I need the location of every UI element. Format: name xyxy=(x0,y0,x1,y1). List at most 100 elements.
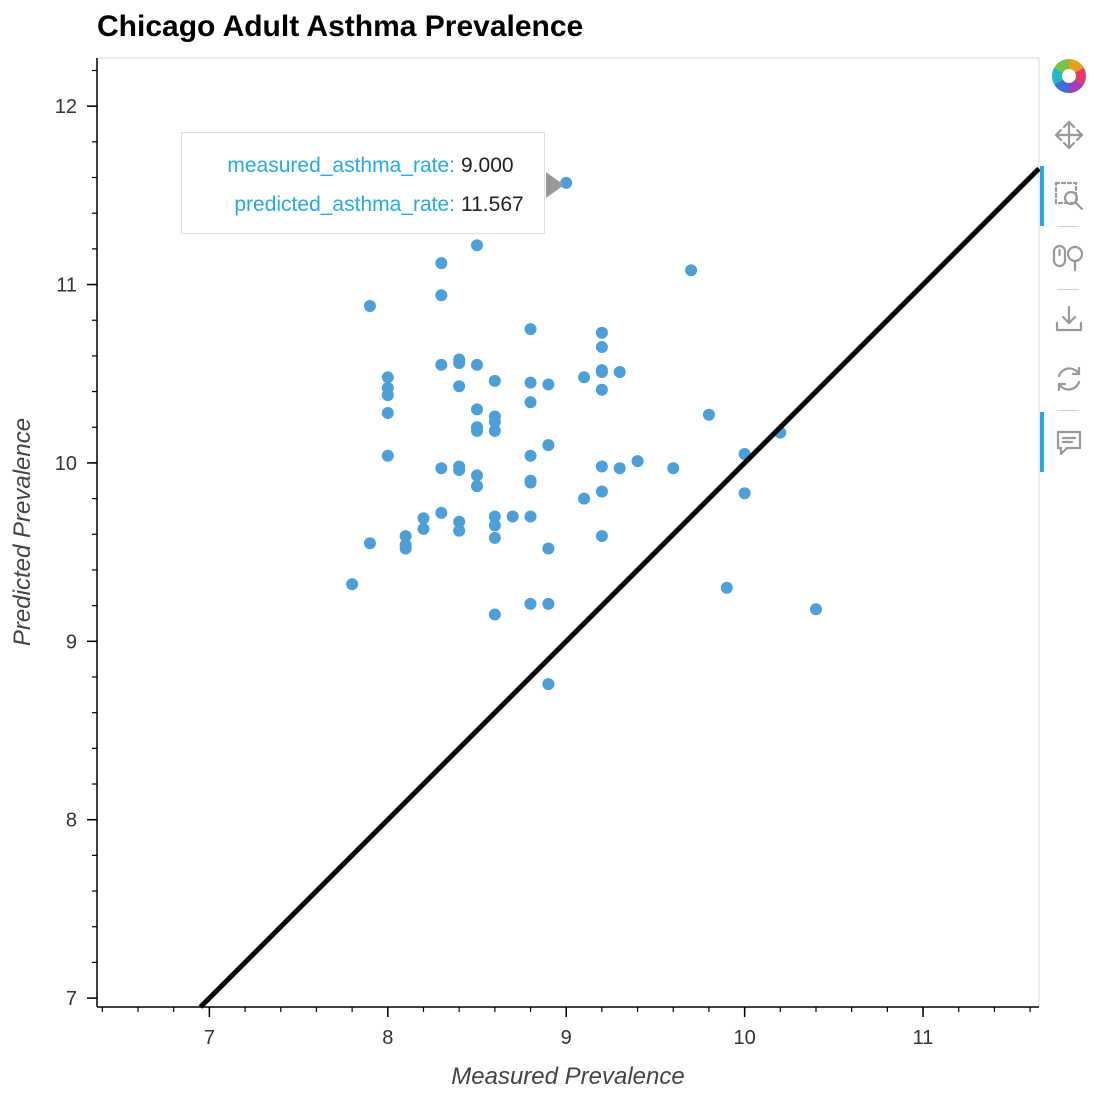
data-point xyxy=(346,578,359,591)
data-point xyxy=(524,476,537,489)
data-point xyxy=(471,424,484,437)
tooltip-value: 9.000 xyxy=(461,154,514,177)
data-point xyxy=(685,264,698,277)
data-point xyxy=(488,374,501,387)
data-point xyxy=(488,531,501,544)
tooltip-key: predicted_asthma_rate: xyxy=(234,193,455,216)
data-point xyxy=(542,597,555,610)
data-point xyxy=(381,449,394,462)
data-point xyxy=(381,371,394,384)
y-tick-label: 8 xyxy=(66,810,77,832)
x-tick-label: 7 xyxy=(204,1027,215,1049)
data-point xyxy=(524,510,537,523)
data-point xyxy=(435,462,448,475)
tooltip-value: 11.567 xyxy=(461,193,524,216)
data-point xyxy=(435,289,448,302)
y-tick-label: 10 xyxy=(55,453,77,475)
data-point xyxy=(453,524,466,537)
data-point xyxy=(488,608,501,621)
data-point xyxy=(453,357,466,370)
x-tick-label: 9 xyxy=(561,1027,572,1049)
data-point xyxy=(506,510,519,523)
data-point xyxy=(595,530,608,543)
data-point xyxy=(631,455,644,468)
data-point xyxy=(613,365,626,378)
data-point xyxy=(435,358,448,371)
data-point xyxy=(488,519,501,532)
data-point xyxy=(809,603,822,616)
x-tick-label: 11 xyxy=(913,1027,934,1049)
x-tick-label: 8 xyxy=(382,1027,393,1049)
data-point xyxy=(399,542,412,555)
data-point xyxy=(738,487,751,500)
data-point xyxy=(488,424,501,437)
y-tick-label: 9 xyxy=(66,631,77,653)
data-point xyxy=(453,464,466,477)
y-tick-label: 12 xyxy=(55,96,77,118)
data-point xyxy=(542,439,555,452)
reference-line xyxy=(198,166,1040,1009)
data-point xyxy=(453,515,466,528)
data-point xyxy=(720,581,733,594)
data-point xyxy=(471,403,484,416)
data-point xyxy=(578,492,591,505)
data-point xyxy=(702,408,715,421)
tooltip-key: measured_asthma_rate: xyxy=(227,154,455,177)
scatter-plot[interactable]: 7 8 9 10 11 7 8 9 10 11 12 Measured Prevalence Pre… xyxy=(0,0,1040,1098)
reset-icon[interactable] xyxy=(1048,358,1090,400)
axes: 7 8 9 10 11 7 8 9 10 11 12 xyxy=(55,58,1039,1049)
data-point xyxy=(524,376,537,389)
data-point xyxy=(524,396,537,409)
bokeh-logo-icon[interactable] xyxy=(1048,55,1090,97)
data-point xyxy=(595,340,608,353)
tooltip-arrow xyxy=(546,172,564,198)
toolbar-separator xyxy=(1057,289,1079,290)
y-axis-label: Predicted Prevalence xyxy=(9,418,36,646)
data-point xyxy=(595,383,608,396)
data-point xyxy=(595,460,608,473)
data-point xyxy=(524,597,537,610)
pan-icon[interactable] xyxy=(1048,114,1090,156)
save-icon[interactable] xyxy=(1048,298,1090,340)
x-axis-label: Measured Prevalence xyxy=(451,1063,684,1090)
hover-active-indicator xyxy=(1040,412,1044,472)
data-point xyxy=(435,506,448,519)
data-point xyxy=(488,510,501,523)
data-point xyxy=(524,323,537,336)
data-point xyxy=(471,239,484,252)
data-point xyxy=(471,358,484,371)
data-point xyxy=(488,415,501,428)
data-point xyxy=(381,406,394,419)
data-point xyxy=(542,378,555,391)
toolbar-separator xyxy=(1057,226,1079,227)
data-point xyxy=(399,530,412,543)
data-point xyxy=(524,449,537,462)
y-tick-label: 7 xyxy=(66,988,77,1010)
hover-icon[interactable] xyxy=(1048,422,1090,464)
chart-title: Chicago Adult Asthma Prevalence xyxy=(97,10,584,43)
plot-toolbar xyxy=(1040,52,1094,492)
data-point xyxy=(542,542,555,555)
data-point xyxy=(667,462,680,475)
data-point xyxy=(471,469,484,482)
data-point xyxy=(363,537,376,550)
data-point xyxy=(417,512,430,525)
hover-tooltip: measured_asthma_rate: 9.000 predicted_as… xyxy=(181,132,545,234)
x-tick-label: 10 xyxy=(734,1027,756,1049)
toolbar-separator xyxy=(1057,410,1079,411)
box-zoom-icon[interactable] xyxy=(1048,175,1090,217)
data-point xyxy=(453,380,466,393)
data-point xyxy=(595,485,608,498)
data-point xyxy=(613,462,626,475)
data-point xyxy=(595,365,608,378)
data-point xyxy=(435,257,448,270)
wheel-zoom-icon[interactable] xyxy=(1048,236,1090,278)
data-point xyxy=(542,678,555,691)
data-point xyxy=(363,299,376,312)
chart-marks xyxy=(198,166,1040,1009)
data-point xyxy=(578,371,591,384)
data-point xyxy=(595,326,608,339)
data-point xyxy=(381,389,394,402)
box-zoom-active-indicator xyxy=(1040,166,1044,226)
data-point xyxy=(417,522,430,535)
